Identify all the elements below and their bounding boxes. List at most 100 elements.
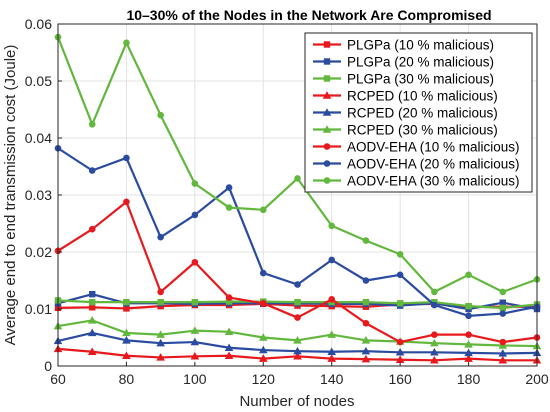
data-point [224, 327, 234, 336]
data-point [498, 356, 508, 364]
data-point [258, 345, 268, 354]
y-axis-label: Average end to end transmission cost (Jo… [2, 45, 19, 346]
series-4 [53, 328, 542, 357]
x-tick-label: 180 [457, 371, 481, 387]
data-point [259, 269, 267, 277]
data-point [157, 288, 164, 296]
legend-label: RCPED (30 % malicious) [347, 122, 498, 137]
legend-item: PLGPa (30 % malicious) [313, 71, 494, 86]
series-7 [54, 144, 541, 320]
x-tick-label: 100 [183, 371, 207, 387]
data-point [361, 336, 371, 344]
data-point [465, 302, 472, 310]
data-point [225, 294, 233, 301]
legend-label: RCPED (10 % malicious) [347, 88, 498, 103]
data-point [259, 206, 267, 214]
data-point [361, 354, 371, 363]
data-point [88, 167, 96, 174]
data-point [87, 347, 97, 355]
data-point [396, 300, 404, 307]
legend-label: PLGPa (30 % malicious) [347, 71, 494, 86]
legend-item: AODV-EHA (30 % malicious) [313, 173, 520, 188]
data-point [89, 290, 96, 298]
legend-item: PLGPa (10 % malicious) [313, 37, 494, 52]
series-5 [53, 316, 542, 350]
y-tick-label: 0.06 [25, 16, 52, 32]
data-point [123, 298, 130, 306]
x-tick-label: 140 [320, 371, 344, 387]
x-axis-label: Number of nodes [239, 393, 354, 410]
y-tick-label: 0.01 [25, 301, 52, 317]
data-point [396, 250, 404, 258]
data-point [431, 331, 438, 338]
data-point [123, 39, 130, 47]
data-point [327, 347, 337, 355]
data-point [498, 349, 508, 357]
series-6 [54, 198, 541, 346]
data-point [464, 348, 473, 357]
legend-marker [323, 41, 331, 48]
data-point [122, 336, 131, 344]
data-point [294, 298, 301, 306]
data-point [464, 340, 473, 348]
data-point [293, 346, 302, 355]
legend-marker [322, 125, 332, 133]
data-point [294, 314, 301, 321]
series-3 [53, 344, 542, 364]
legend-label: AODV-EHA (10 % malicious) [347, 139, 520, 154]
data-point [87, 316, 97, 324]
data-point [396, 338, 404, 346]
legend-label: PLGPa (10 % malicious) [347, 37, 494, 52]
data-point [430, 348, 439, 356]
data-point [156, 353, 165, 361]
data-point [361, 346, 371, 355]
y-tick-label: 0.03 [25, 187, 52, 203]
series-layer [53, 33, 542, 364]
data-point [190, 337, 200, 346]
legend-item: RCPED (30 % malicious) [313, 122, 498, 137]
data-point [362, 319, 370, 327]
data-point [191, 258, 199, 266]
data-point [395, 355, 405, 363]
data-point [123, 154, 130, 162]
data-point [156, 338, 165, 347]
x-tick-label: 200 [525, 371, 549, 387]
legend-item: AODV-EHA (10 % malicious) [313, 139, 520, 154]
legend-marker [323, 160, 331, 167]
data-point [122, 328, 131, 337]
legend-marker [322, 91, 332, 99]
data-point [327, 354, 337, 362]
data-point [395, 348, 405, 356]
series-8 [54, 33, 541, 296]
data-point [499, 299, 506, 306]
data-point [224, 343, 234, 351]
legend-marker [323, 143, 331, 150]
data-point [123, 198, 130, 206]
data-point [499, 338, 507, 346]
y-tick-label: 0.04 [25, 130, 52, 146]
data-point [225, 204, 233, 211]
data-point [293, 336, 302, 344]
chart-title: 10–30% of the Nodes in the Network Are C… [126, 7, 491, 23]
data-point [157, 111, 164, 119]
legend-item: PLGPa (20 % malicious) [313, 54, 494, 69]
data-point [293, 352, 302, 360]
data-point [396, 271, 404, 279]
data-point [157, 233, 164, 241]
data-point [122, 351, 131, 359]
y-tick-label: 0 [44, 358, 52, 374]
x-tick-label: 60 [50, 371, 66, 387]
legend-label: PLGPa (20 % malicious) [347, 54, 494, 69]
data-point [191, 298, 199, 306]
data-point [328, 296, 336, 303]
data-point [430, 338, 439, 347]
data-point [499, 304, 506, 312]
legend: PLGPa (10 % malicious) PLGPa (20 % malici… [304, 32, 533, 193]
data-point [431, 301, 438, 309]
data-point [362, 237, 370, 244]
data-point [258, 333, 268, 341]
data-point [327, 330, 337, 338]
legend-label: RCPED (20 % malicious) [347, 105, 498, 120]
legend-marker [323, 177, 331, 184]
